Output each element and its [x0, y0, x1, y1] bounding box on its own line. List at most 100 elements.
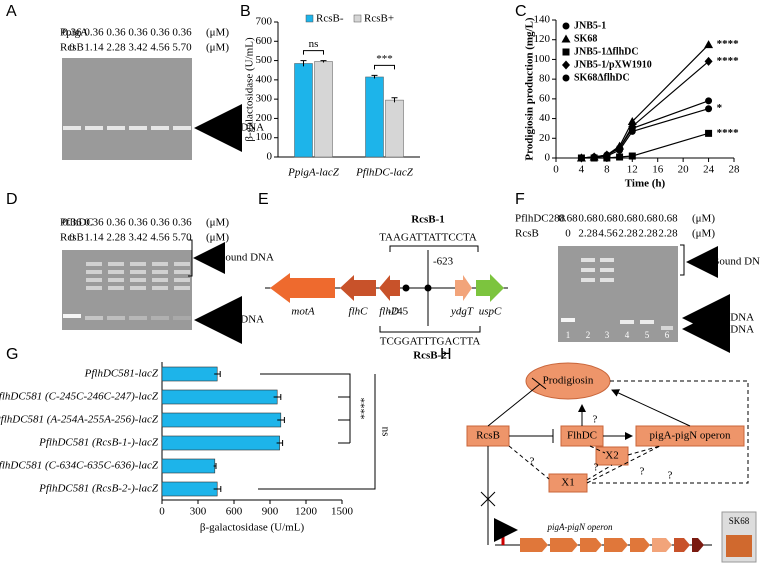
- conc: 0.36: [128, 27, 148, 39]
- conc: 0.68: [578, 213, 598, 225]
- row-label: RcsB: [60, 232, 84, 244]
- model-diagram: [466, 362, 749, 546]
- band: [86, 286, 102, 290]
- conc: 5.70: [172, 232, 192, 244]
- question: ?: [593, 414, 598, 426]
- gene-name: flhD: [379, 306, 399, 318]
- error-bar: [213, 463, 217, 469]
- row-label: PflhDC: [60, 217, 94, 229]
- row-label: PflhDC288: [515, 213, 566, 225]
- point: [704, 40, 714, 49]
- point: [603, 151, 611, 159]
- y-tick-label: 500: [256, 54, 273, 66]
- panel-label: H: [440, 346, 452, 363]
- question: ?: [668, 470, 673, 482]
- error-bar: [273, 394, 282, 400]
- lane-number: 1: [566, 330, 571, 340]
- y-tick-label: 700: [256, 16, 273, 28]
- error-bar: [371, 74, 378, 79]
- row-label: RcsB: [515, 228, 539, 240]
- point: [704, 56, 713, 66]
- conc: 0.36: [62, 217, 82, 229]
- lane-number: 4: [625, 330, 630, 340]
- significance: ***: [376, 53, 393, 65]
- conc: 0: [69, 232, 75, 244]
- band: [108, 270, 124, 274]
- lane-number: 3: [605, 330, 610, 340]
- x-tick-label: 4: [579, 164, 585, 176]
- y-tick-label: PflhDC581 (C-245C-246C-247)-lacZ: [0, 391, 159, 403]
- panel-label: E: [258, 191, 269, 208]
- question: ?: [594, 462, 599, 474]
- significance: ****: [354, 398, 366, 420]
- y-tick-label: 60: [539, 92, 551, 104]
- band: [129, 126, 147, 130]
- legend-label: SK68: [574, 33, 597, 44]
- label: TCGGATTTGACTTA: [380, 336, 481, 348]
- y-axis-label: Prodigiosin production (mg/L): [524, 17, 536, 161]
- point: [705, 97, 713, 105]
- panel-label: D: [6, 191, 18, 208]
- bar: [385, 99, 404, 158]
- legend-label: RcsB-: [316, 13, 344, 25]
- point: [627, 117, 637, 126]
- significance: ns: [309, 38, 319, 50]
- conc: 0.36: [172, 217, 192, 229]
- error-bar: [300, 60, 307, 67]
- unit: (μM): [692, 228, 715, 240]
- significance-bracket: [303, 50, 324, 55]
- significance-bracket: [374, 64, 395, 70]
- x-tick-label: 1200: [295, 506, 318, 518]
- point: [561, 34, 571, 43]
- lane-number: 5: [645, 330, 650, 340]
- panel-label: A: [6, 3, 17, 20]
- y-tick-label: 120: [534, 33, 551, 45]
- legend-swatch: [305, 14, 314, 23]
- band: [130, 270, 146, 274]
- significance: ****: [717, 127, 740, 139]
- band: [85, 316, 103, 320]
- conc: 1.14: [84, 232, 104, 244]
- band: [63, 314, 81, 318]
- unit: (μM): [206, 232, 229, 244]
- band: [107, 316, 125, 320]
- row-label: PpigA: [60, 27, 88, 39]
- point: [562, 60, 570, 70]
- y-tick-label: 140: [534, 14, 551, 26]
- label: Free DNA: [708, 312, 754, 324]
- x-tick-label: PflhDC-lacZ: [355, 167, 414, 179]
- band: [581, 278, 595, 282]
- point: [628, 152, 636, 160]
- point: [705, 129, 713, 137]
- legend-label: SK68ΔflhDC: [574, 72, 630, 83]
- band: [86, 270, 102, 274]
- conc: 2.28: [658, 228, 678, 240]
- node: FlhDC: [567, 430, 597, 442]
- operon-genes: [520, 511, 757, 563]
- bar: [161, 412, 282, 428]
- gene-name: ydgT: [450, 306, 474, 318]
- bar: [161, 435, 280, 451]
- node: pigA-pigN operon: [650, 430, 731, 442]
- band: [86, 278, 102, 282]
- label: Free DNA: [218, 314, 264, 326]
- x-axis-label: Time (h): [625, 178, 666, 190]
- error-bar: [276, 440, 284, 446]
- band: [600, 268, 614, 272]
- conc: 0.36: [128, 217, 148, 229]
- band: [174, 262, 190, 266]
- label: SK68: [729, 516, 750, 526]
- conc: 4.56: [150, 232, 170, 244]
- legend-label: JNB5-1: [574, 20, 606, 31]
- band: [108, 262, 124, 266]
- band: [130, 262, 146, 266]
- conc: 2.28: [106, 42, 126, 54]
- gene-name: flhC: [349, 306, 369, 318]
- bar: [294, 63, 313, 158]
- bar: [314, 61, 333, 158]
- y-tick-label: 100: [256, 131, 273, 143]
- point: [616, 144, 624, 152]
- significance: ns: [379, 427, 391, 437]
- y-tick-label: 0: [545, 152, 551, 164]
- band: [85, 126, 103, 130]
